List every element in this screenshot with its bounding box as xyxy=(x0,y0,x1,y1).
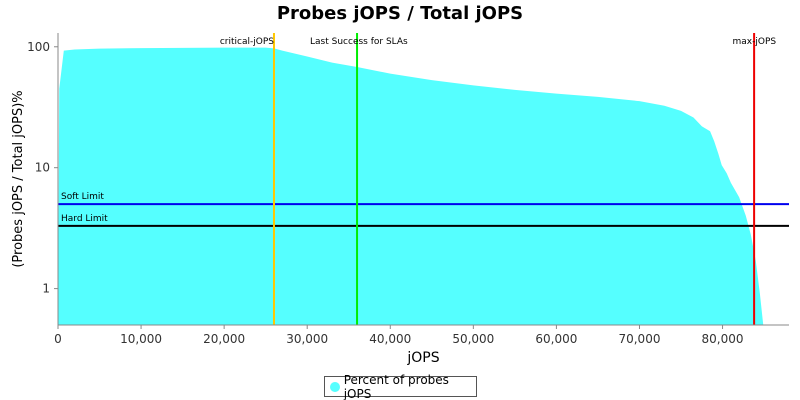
x-tick-label-0: 0 xyxy=(54,332,62,346)
vline-marker-label-2: max-jOPS xyxy=(733,37,777,47)
hline-marker-label-0: Soft Limit xyxy=(61,192,104,202)
vline-marker-label-1: Last Success for SLAs xyxy=(310,37,408,47)
x-tick-label-7: 70,000 xyxy=(618,332,660,346)
chart-title: Probes jOPS / Total jOPS xyxy=(276,3,524,24)
y-tick-label-0: 1 xyxy=(42,282,50,296)
chart-legend: Percent of probes jOPS xyxy=(324,372,477,400)
x-tick-label-1: 10,000 xyxy=(120,332,162,346)
series-area-0 xyxy=(58,47,789,325)
y-tick-label-2: 100 xyxy=(27,40,50,54)
x-tick-label-3: 30,000 xyxy=(286,332,328,346)
legend-swatch xyxy=(330,381,340,392)
x-tick-label-6: 60,000 xyxy=(535,332,577,346)
x-axis-label: jOPS xyxy=(406,350,439,366)
x-tick-label-2: 20,000 xyxy=(203,332,245,346)
y-tick-label-1: 10 xyxy=(35,161,50,175)
x-tick-label-5: 50,000 xyxy=(452,332,494,346)
x-tick-label-4: 40,000 xyxy=(369,332,411,346)
hline-marker-label-1: Hard Limit xyxy=(61,214,108,224)
y-axis-label: (Probes jOPS / Total jOPS)% xyxy=(11,90,26,267)
vline-marker-label-0: critical-jOPS xyxy=(220,37,274,47)
legend-entry-label: Percent of probes jOPS xyxy=(343,372,449,400)
x-tick-label-8: 80,000 xyxy=(702,332,744,346)
